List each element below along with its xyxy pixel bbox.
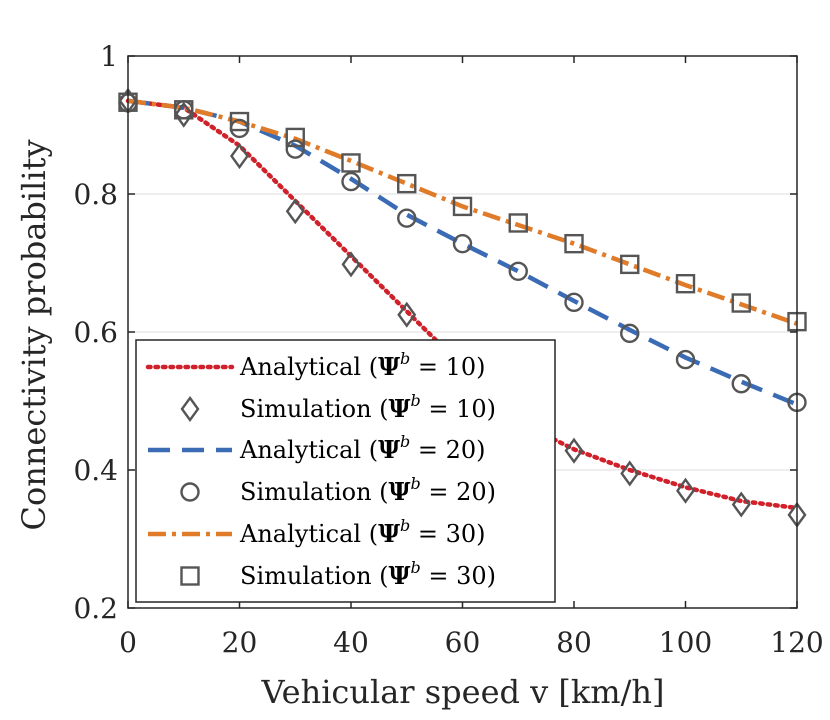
square-marker-psi-30 — [731, 293, 751, 313]
series-analytical-psi-30 — [127, 98, 798, 326]
circle-marker-psi-20 — [564, 292, 584, 313]
legend-item: Simulation (Ψb = 10) — [180, 391, 496, 423]
legend-item: Simulation (Ψb = 20) — [180, 474, 496, 506]
circle-marker-psi-20 — [731, 374, 751, 394]
diamond-marker-psi-10 — [397, 301, 417, 328]
x-tick-label: 100 — [659, 626, 712, 659]
legend-marker-swatch — [180, 566, 200, 586]
diamond-marker-psi-10 — [230, 143, 249, 170]
diamond-marker-psi-10 — [676, 477, 695, 504]
legend-label: Analytical (Ψb = 10) — [239, 349, 486, 381]
y-tick-label: 0.2 — [73, 592, 118, 625]
legend: Analytical (Ψb = 10) Simulation (Ψb = 10)… — [135, 339, 556, 603]
diamond-marker-psi-10 — [341, 251, 361, 278]
x-tick-label: 0 — [119, 626, 137, 659]
legend-item: Analytical (Ψb = 20) — [148, 432, 486, 464]
circle-marker-psi-20 — [620, 323, 640, 344]
square-marker-psi-30 — [620, 254, 640, 275]
x-tick-label: 80 — [556, 626, 592, 659]
x-axis-title: Vehicular speed v [km/h] — [260, 673, 664, 711]
circle-marker-psi-20 — [341, 171, 361, 192]
x-tick-label: 60 — [445, 626, 481, 659]
square-marker-psi-30 — [508, 213, 528, 233]
diamond-marker-psi-10 — [620, 460, 640, 487]
y-axis-title: Connectivity probability — [15, 139, 53, 530]
legend-label: Simulation (Ψb = 10) — [240, 391, 496, 423]
y-tick-label: 0.6 — [73, 316, 118, 349]
diamond-marker-psi-10 — [174, 101, 194, 128]
circle-marker-psi-20 — [452, 233, 473, 254]
diamond-marker-psi-10 — [285, 198, 305, 225]
legend-item: Analytical (Ψb = 30) — [148, 516, 486, 548]
square-marker-psi-30 — [174, 100, 194, 120]
circle-marker-psi-20 — [397, 208, 417, 228]
diamond-marker-psi-10 — [731, 491, 751, 518]
legend-label: Simulation (Ψb = 20) — [240, 474, 496, 506]
y-tick-label: 0.8 — [73, 178, 118, 211]
legend-item: Analytical (Ψb = 10) — [145, 349, 486, 381]
diamond-marker-psi-10 — [564, 437, 584, 464]
square-marker-psi-30 — [452, 196, 473, 217]
legend-label: Simulation (Ψb = 30) — [240, 558, 496, 590]
x-tick-label: 20 — [222, 626, 258, 659]
legend-marker-swatch — [180, 482, 200, 502]
circle-marker-psi-20 — [285, 139, 305, 159]
square-marker-psi-30 — [564, 233, 584, 254]
square-marker-psi-30 — [397, 173, 417, 194]
circle-marker-psi-20 — [675, 349, 696, 370]
y-tick-label: 0.4 — [73, 454, 118, 487]
legend-item: Simulation (Ψb = 30) — [180, 558, 496, 590]
circle-marker-psi-20 — [508, 261, 528, 281]
square-marker-psi-30 — [675, 274, 696, 294]
x-tick-label: 120 — [770, 626, 823, 659]
analytical-line-psi-30 — [127, 98, 798, 326]
ticks-layer: 0 20 40 60 80 100 120 0.2 0.4 0.6 0.8 1 — [73, 40, 823, 659]
legend-marker-swatch — [180, 395, 200, 423]
x-tick-label: 40 — [333, 626, 369, 659]
square-marker-psi-30 — [285, 127, 305, 148]
y-tick-label: 1 — [100, 40, 118, 73]
square-marker-psi-30 — [229, 111, 250, 132]
legend-label: Analytical (Ψb = 20) — [239, 432, 486, 464]
legend-entries: Analytical (Ψb = 10) Simulation (Ψb = 10)… — [145, 349, 496, 590]
legend-box — [135, 339, 556, 603]
square-marker-psi-30 — [341, 153, 361, 173]
series-simulation-psi-30 — [118, 92, 807, 332]
legend-label: Analytical (Ψb = 30) — [239, 516, 486, 548]
